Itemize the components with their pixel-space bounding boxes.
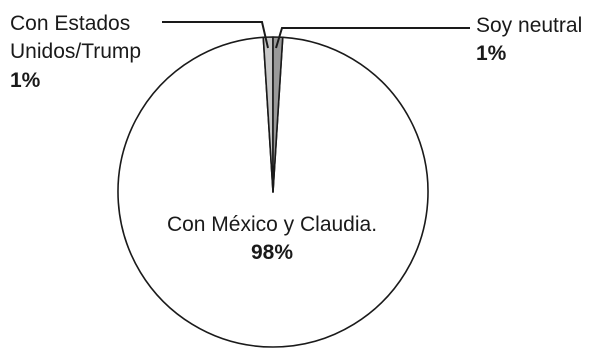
slice-label-estados-unidos-line1: Con Estados (10, 12, 130, 35)
slice-value-mexico: 98% (251, 241, 293, 264)
pie-slices (117, 36, 429, 348)
leader-line-estados-unidos (162, 21, 269, 49)
slice-value-soy-neutral: 1% (476, 42, 507, 65)
slice-label-soy-neutral: Soy neutral (476, 14, 582, 37)
slice-soy-neutral (272, 36, 284, 193)
slice-value-estados-unidos: 1% (10, 69, 41, 92)
slice-label-mexico: Con México y Claudia. (167, 213, 377, 236)
leader-lines (162, 21, 470, 49)
slice-label-estados-unidos-line2: Unidos/Trump (10, 40, 141, 63)
leader-line-soy-neutral (275, 27, 470, 49)
